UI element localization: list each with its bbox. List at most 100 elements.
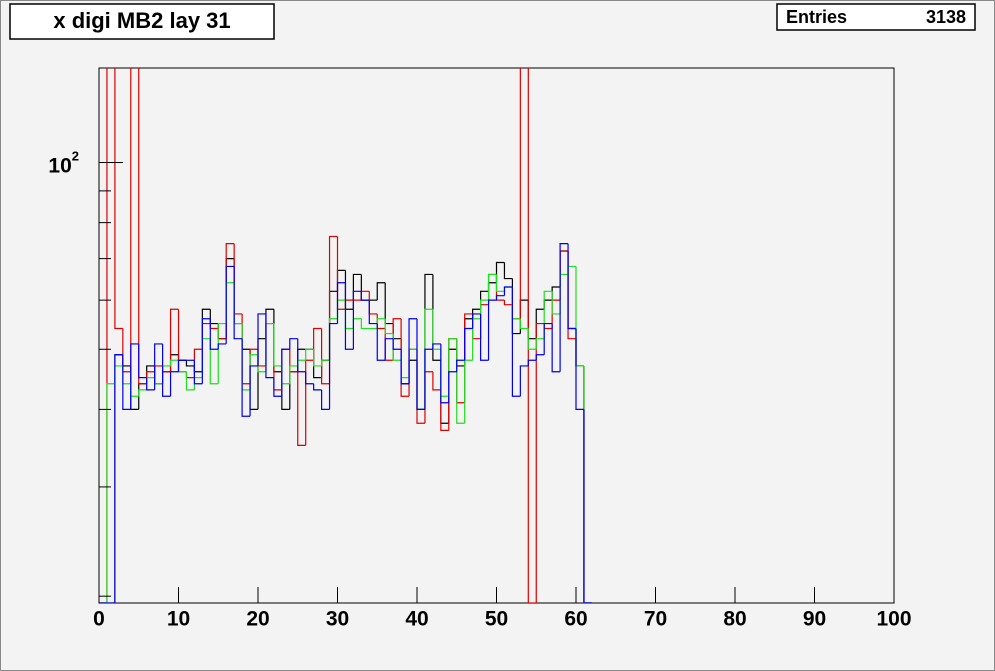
histogram-bin [146, 377, 155, 391]
histogram-bin [313, 349, 322, 367]
histogram-bin [297, 338, 306, 373]
plot-frame [98, 67, 895, 604]
histogram-bin [575, 328, 584, 410]
histogram-bin [225, 265, 235, 344]
x-tick-label: 90 [803, 608, 826, 631]
histogram-bin [344, 282, 354, 350]
histogram-bin [472, 313, 481, 329]
x-tick-label: 50 [485, 608, 508, 631]
histogram-bin [535, 338, 545, 350]
histogram-bin [543, 290, 553, 339]
histogram-bin [281, 348, 290, 397]
histogram-bin [114, 68, 123, 330]
histogram-bin [169, 371, 179, 397]
x-tick-label: 80 [723, 608, 746, 631]
histogram-bin [384, 338, 394, 361]
histogram-bin [193, 360, 203, 385]
histogram-bin [321, 389, 330, 410]
title-box [9, 3, 275, 40]
histogram-bin [177, 359, 187, 372]
histogram-bin [551, 323, 561, 373]
histogram-bin [583, 409, 592, 603]
x-tick-label: 20 [246, 608, 269, 631]
histogram-bin [543, 322, 553, 355]
histogram-bin [495, 274, 505, 292]
histogram-bin [305, 371, 314, 385]
histogram-bin [432, 371, 441, 391]
histogram-bin [297, 371, 306, 446]
histogram-bin [106, 383, 115, 603]
histogram-bin [527, 359, 537, 366]
histogram-bin [384, 318, 394, 335]
histogram-bin [480, 313, 489, 361]
histogram-bin [503, 286, 513, 296]
histogram-bin [440, 343, 449, 404]
histogram-bin [122, 354, 131, 410]
histogram-bin [408, 318, 417, 384]
histogram-bin [519, 68, 521, 319]
histogram-bin [217, 322, 227, 384]
histogram-bin [209, 338, 219, 385]
histogram-bin [559, 243, 569, 372]
histogram-bin [169, 308, 179, 372]
stats-box [776, 3, 976, 31]
histogram-bin [154, 343, 163, 390]
histogram-bin [495, 295, 505, 301]
histogram-bin [551, 291, 561, 315]
y-tick-exponent: 2 [72, 149, 79, 164]
histogram-bin [273, 377, 282, 397]
histogram-bin [138, 68, 147, 385]
histogram-bin [424, 348, 433, 410]
histogram-bin [313, 383, 322, 391]
histogram-bin [376, 323, 386, 361]
y-tick-label: 102 [48, 149, 79, 177]
histogram-bin [162, 343, 171, 397]
histogram-bin [305, 348, 314, 361]
histogram-bin [527, 68, 537, 603]
histogram-bin [487, 273, 497, 301]
histogram-bin [464, 327, 473, 361]
stats-value: 3138 [926, 7, 966, 27]
histogram-bin [368, 300, 378, 325]
histogram-bin [503, 300, 513, 306]
histogram-bin [376, 282, 386, 301]
histogram-bin [440, 389, 449, 432]
histogram-bin [336, 282, 346, 324]
histogram-bin [400, 349, 410, 385]
histogram-bin [114, 354, 123, 603]
histogram-bin [289, 338, 298, 350]
x-tick-label: 0 [93, 608, 105, 631]
histogram-bin [169, 359, 179, 366]
histogram-bin [185, 360, 195, 367]
histogram-bin [130, 343, 139, 410]
histogram-bin [241, 338, 251, 417]
histogram-bin [480, 299, 489, 319]
histograms [99, 68, 592, 603]
histogram-bin [535, 322, 545, 603]
x-tick-label: 100 [876, 608, 911, 631]
histogram-bin [535, 354, 545, 361]
histogram-bin [233, 266, 243, 340]
histogram-bin [265, 313, 274, 379]
histogram-bin [289, 365, 298, 384]
x-tick-label: 30 [326, 608, 349, 631]
stats-label: Entries [786, 7, 847, 27]
histogram-bin [328, 322, 338, 410]
histogram-bin [448, 371, 457, 403]
histogram-bin [432, 274, 441, 361]
histogram-bin [360, 318, 370, 330]
histogram-bin [138, 343, 147, 379]
histogram-bin [321, 359, 330, 366]
histogram-bin [217, 343, 227, 350]
x-tick-label: 60 [564, 608, 587, 631]
histogram-bin [511, 286, 521, 397]
histogram-bin [487, 299, 497, 361]
histogram-bin [456, 359, 465, 372]
histogram-bin [360, 291, 370, 301]
x-tick-label: 70 [644, 608, 667, 631]
histogram-bin [209, 318, 219, 350]
histogram-bin [321, 328, 330, 385]
histogram-bin [352, 290, 362, 350]
